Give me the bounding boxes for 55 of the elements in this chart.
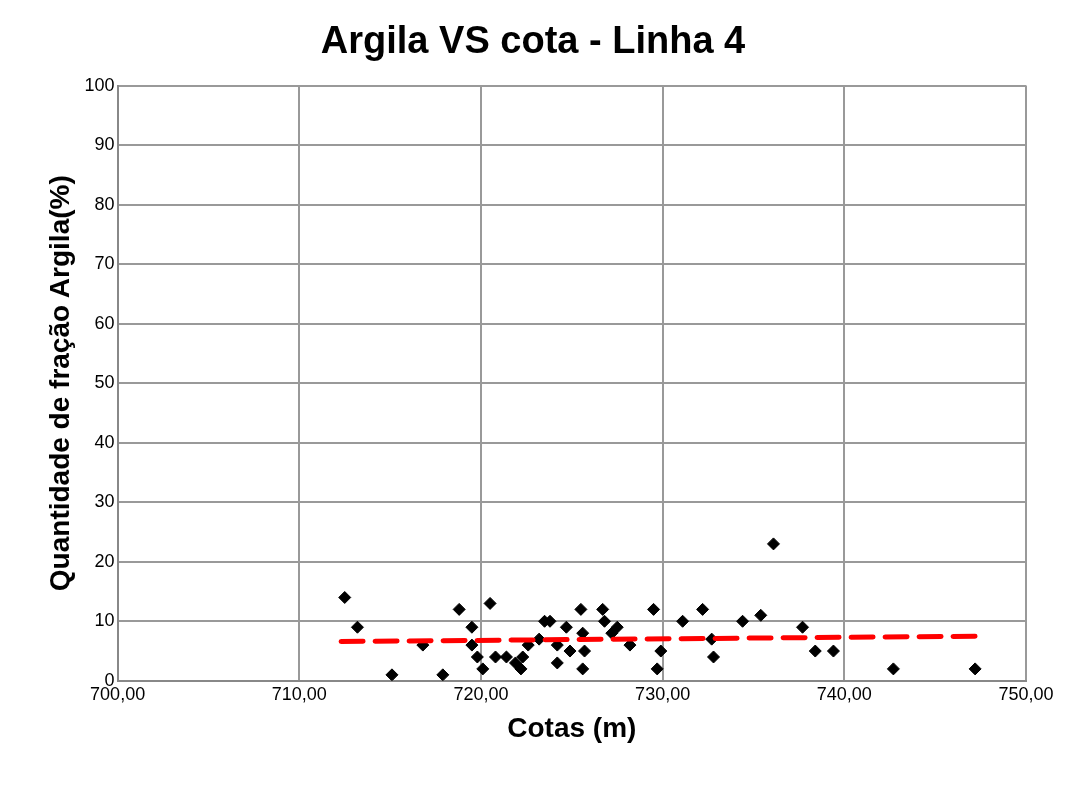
point (808, 644, 822, 658)
point (489, 650, 503, 664)
point (676, 614, 690, 628)
y-tick-label: 70 (94, 253, 115, 274)
point (598, 614, 612, 628)
x-tick-label: 740,00 (816, 683, 872, 704)
point (338, 590, 352, 604)
point (766, 537, 780, 551)
y-tick-label: 60 (94, 312, 115, 333)
y-tick-label: 40 (94, 431, 115, 452)
point (452, 602, 466, 616)
point (968, 662, 982, 676)
point (754, 608, 768, 622)
point (516, 650, 530, 664)
x-tick-label: 720,00 (453, 683, 509, 704)
point (550, 656, 564, 670)
point (647, 602, 661, 616)
point (707, 650, 721, 664)
point (610, 620, 624, 634)
x-tick-label: 730,00 (635, 683, 691, 704)
point (465, 620, 479, 634)
point (563, 644, 577, 658)
point (826, 644, 840, 658)
x-tick-label: 750,00 (998, 683, 1054, 704)
point (650, 662, 664, 676)
point (796, 620, 810, 634)
point (483, 596, 497, 610)
x-tick-label: 710,00 (271, 683, 327, 704)
point (696, 602, 710, 616)
point (578, 644, 592, 658)
point (350, 620, 364, 634)
point (886, 662, 900, 676)
point (436, 668, 450, 681)
y-tick-label: 100 (84, 74, 115, 95)
point (574, 602, 588, 616)
x-axis-title: Cotas (m) (507, 711, 637, 743)
point (576, 662, 590, 676)
y-tick-label: 30 (94, 491, 115, 512)
point (514, 662, 528, 676)
point (385, 668, 399, 681)
y-tick-label: 10 (94, 610, 115, 631)
y-tick-label: 50 (94, 372, 115, 393)
y-tick-label: 80 (94, 193, 115, 214)
point (654, 644, 668, 658)
point (736, 614, 750, 628)
point (476, 662, 490, 676)
chart-title: Argila VS cota - Linha 4 (320, 19, 746, 62)
y-axis-title: Quantidade de fração Argila(%) (43, 175, 75, 592)
point (465, 638, 479, 652)
point (470, 650, 484, 664)
y-tick-label: 90 (94, 134, 115, 155)
point (499, 650, 513, 664)
point (596, 602, 610, 616)
point (559, 620, 573, 634)
y-tick-label: 20 (94, 550, 115, 571)
